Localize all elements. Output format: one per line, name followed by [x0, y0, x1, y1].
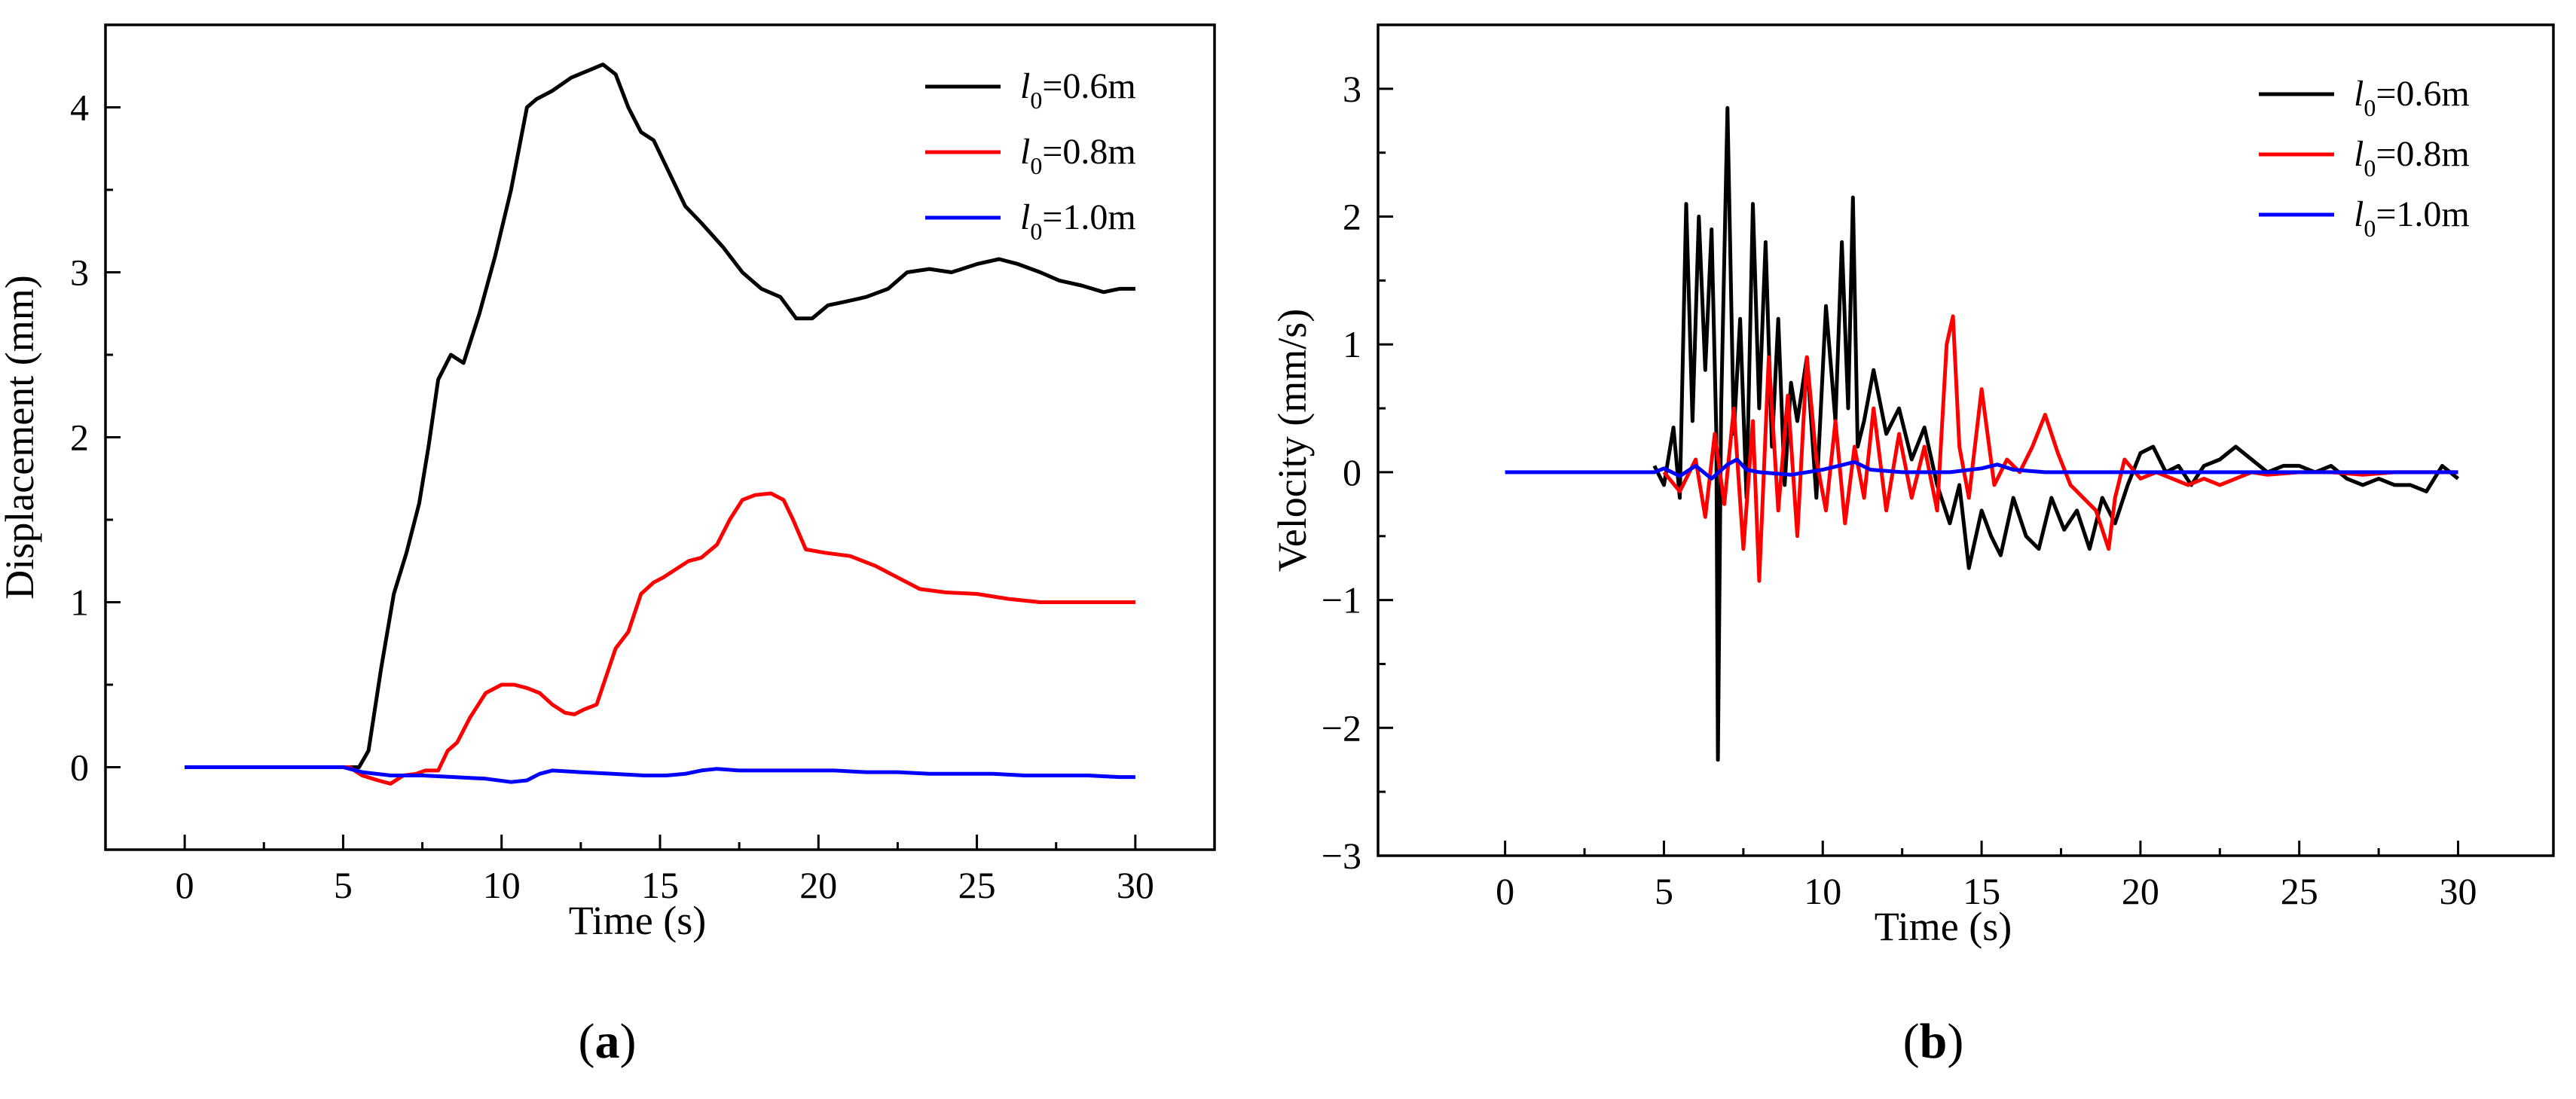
y-axis-label: Velocity (mm/s) [1270, 309, 1315, 572]
plot-frame [1377, 23, 2555, 857]
series-line-2 [1662, 314, 2458, 583]
y-tick-label: −3 [1322, 835, 1361, 877]
panel-b-velocity-chart: 0 5 10 15 20 25 30 −3 −2 −1 0 1 2 3 Time (s) Velocity (… [1270, 23, 2555, 949]
x-tick-label: 15 [1963, 870, 2000, 912]
x-tick-label: 10 [483, 864, 521, 906]
y-tick-label: 1 [70, 582, 89, 624]
x-tick-label: 25 [2281, 870, 2318, 912]
y-tick-label: −1 [1322, 579, 1361, 621]
x-tick-label: 30 [1117, 864, 1154, 906]
x-tick-label: 25 [958, 864, 996, 906]
x-axis-label: Time (s) [569, 898, 707, 943]
panel-a-displacement-chart: 0 5 10 15 20 25 30 0 1 2 3 4 Time (s) Displacement (m… [0, 23, 1216, 943]
y-tick-label: 3 [1343, 68, 1361, 110]
series-line-3 [1505, 457, 2458, 481]
legend-label-3: l0=1.0m [2354, 194, 2470, 242]
x-tick-label: 5 [1655, 870, 1673, 912]
y-tick-label: 0 [70, 746, 89, 789]
x-tick-label: 15 [641, 864, 679, 906]
x-tick-label: 20 [799, 864, 837, 906]
y-tick-label: 1 [1343, 323, 1361, 365]
x-tick-label: 10 [1804, 870, 1841, 912]
y-tick-label: 3 [70, 252, 89, 294]
y-tick-label: 2 [70, 417, 89, 459]
legend-label-2: l0=0.8m [1020, 132, 1136, 179]
x-axis-label: Time (s) [1875, 904, 2012, 949]
plot-frame [104, 23, 1216, 851]
y-tick-label: 4 [70, 87, 89, 129]
y-axis-label: Displacement (mm) [0, 275, 42, 599]
x-tick-label: 20 [2122, 870, 2159, 912]
y-tick-label: −2 [1322, 707, 1361, 749]
series-line-3 [185, 765, 1135, 784]
caption-a: (a) [579, 1014, 637, 1069]
x-tick-label: 30 [2440, 870, 2477, 912]
series-line-1 [185, 63, 1135, 769]
y-tick-label: 2 [1343, 196, 1361, 238]
y-tick-label: 0 [1343, 451, 1361, 493]
series-line-2 [185, 491, 1135, 786]
x-tick-label: 0 [1496, 870, 1514, 912]
legend-label-1: l0=0.6m [1020, 66, 1136, 114]
x-tick-label: 5 [334, 864, 353, 906]
legend-label-2: l0=0.8m [2354, 134, 2470, 182]
caption-b: (b) [1903, 1014, 1964, 1069]
x-tick-label: 0 [176, 864, 194, 906]
legend-label-1: l0=0.6m [2354, 74, 2470, 121]
legend-label-3: l0=1.0m [1020, 197, 1136, 245]
